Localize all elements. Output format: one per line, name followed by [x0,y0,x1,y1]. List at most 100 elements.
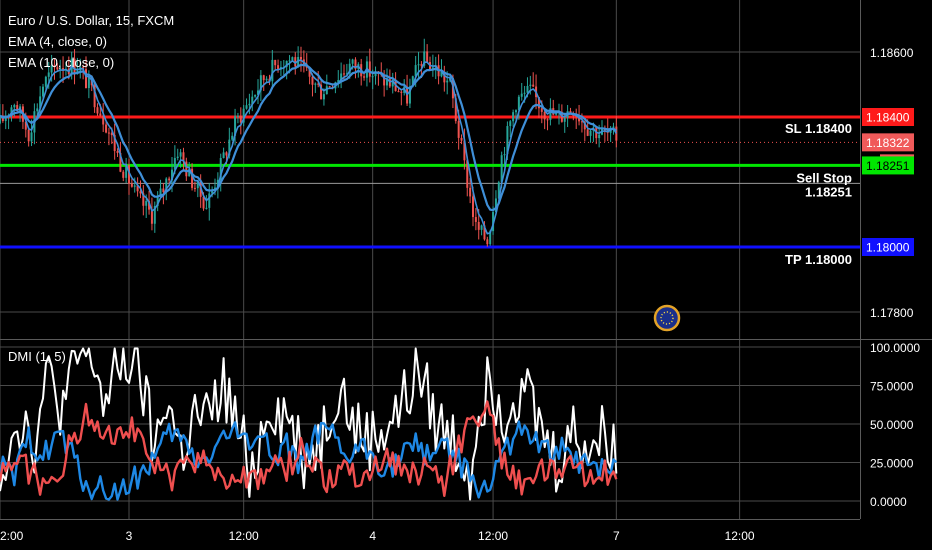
candle[interactable] [245,98,248,110]
candle[interactable] [408,78,411,109]
candle[interactable] [219,153,222,192]
candle[interactable] [400,89,403,106]
candle[interactable] [426,44,429,63]
candle[interactable] [85,56,87,89]
candle[interactable] [93,82,96,113]
candle[interactable] [136,177,139,197]
candle[interactable] [515,109,517,120]
candle[interactable] [156,191,159,212]
candle[interactable] [532,72,535,88]
candle[interactable] [179,148,182,168]
candle[interactable] [242,105,245,127]
ema-fast-legend[interactable]: EMA (4, close, 0) [8,34,107,49]
candle[interactable] [337,70,340,88]
candle[interactable] [53,58,56,80]
candle[interactable] [443,65,446,92]
candle[interactable] [537,97,540,118]
tp-price-tag[interactable]: 1.18000 [862,238,914,256]
candle[interactable] [440,59,443,78]
candle[interactable] [486,236,489,247]
sl-price-tag[interactable]: 1.18400 [862,108,914,126]
candle[interactable] [311,73,314,97]
candle[interactable] [56,63,59,72]
candle[interactable] [466,156,469,197]
candle[interactable] [615,116,618,148]
candle[interactable] [474,207,477,231]
candle[interactable] [460,134,463,145]
candle[interactable] [4,110,7,130]
candle[interactable] [142,184,145,216]
candle[interactable] [113,123,116,160]
dmi-pane[interactable] [0,347,618,501]
candle[interactable] [271,49,274,89]
candle[interactable] [254,94,257,98]
candle[interactable] [262,74,265,92]
candle[interactable] [320,81,323,100]
candle[interactable] [374,66,377,85]
candle[interactable] [239,107,242,135]
candle[interactable] [285,60,288,80]
candle[interactable] [205,195,208,210]
candle[interactable] [44,75,47,90]
candle[interactable] [196,180,199,198]
candle[interactable] [391,72,394,94]
candle[interactable] [274,59,277,71]
candle[interactable] [257,79,259,105]
candle[interactable] [107,127,110,146]
candle[interactable] [234,108,237,146]
candle[interactable] [277,59,280,73]
candle[interactable] [128,158,130,195]
candle[interactable] [59,59,62,79]
candle[interactable] [297,46,300,69]
candle[interactable] [102,103,105,132]
time-axis[interactable]: 2:00 3 12:00 4 12:00 7 12:00 [0,529,755,543]
candle[interactable] [265,76,268,83]
candle[interactable] [546,118,549,131]
candle[interactable] [512,109,515,127]
dmi-legend[interactable]: DMI (1, 5) [8,349,66,364]
candle[interactable] [494,190,497,214]
candle[interactable] [497,180,500,200]
price-axis[interactable]: 1.186001.178001.184001.1832202:411.18251… [862,46,920,509]
candle[interactable] [300,46,302,72]
candle[interactable] [259,70,262,102]
candle[interactable] [517,94,520,120]
candle[interactable] [222,147,225,159]
candle[interactable] [116,148,119,157]
candle[interactable] [469,177,472,204]
candle[interactable] [150,197,153,231]
candle[interactable] [182,147,185,172]
candle[interactable] [122,169,125,182]
candle[interactable] [543,109,546,130]
candle[interactable] [589,129,592,143]
candle[interactable] [236,112,239,124]
eu-flag-icon[interactable] [653,304,681,332]
candle[interactable] [509,119,512,138]
candle[interactable] [193,181,196,192]
candle[interactable] [27,127,30,147]
candle[interactable] [185,157,188,182]
candle[interactable] [463,128,466,170]
candle[interactable] [130,178,133,188]
candle[interactable] [73,49,76,85]
candle[interactable] [42,83,44,99]
current-price-tag[interactable]: 1.18322 [862,133,914,152]
candle[interactable] [340,62,343,89]
ema-slow-legend[interactable]: EMA (10, close, 0) [8,55,114,70]
candle[interactable] [231,132,234,142]
candle[interactable] [0,103,1,125]
candle[interactable] [125,157,128,183]
candle[interactable] [208,183,211,221]
candle[interactable] [317,71,320,88]
candle[interactable] [96,103,99,116]
candle[interactable] [314,82,317,93]
candle[interactable] [153,201,156,233]
candle[interactable] [176,148,179,161]
candle[interactable] [251,90,254,112]
candle[interactable] [325,74,328,95]
candle[interactable] [503,146,506,166]
candle[interactable] [368,48,371,83]
sell-stop-price-tag[interactable]: 1.18251 [862,156,914,175]
candle[interactable] [480,224,483,236]
